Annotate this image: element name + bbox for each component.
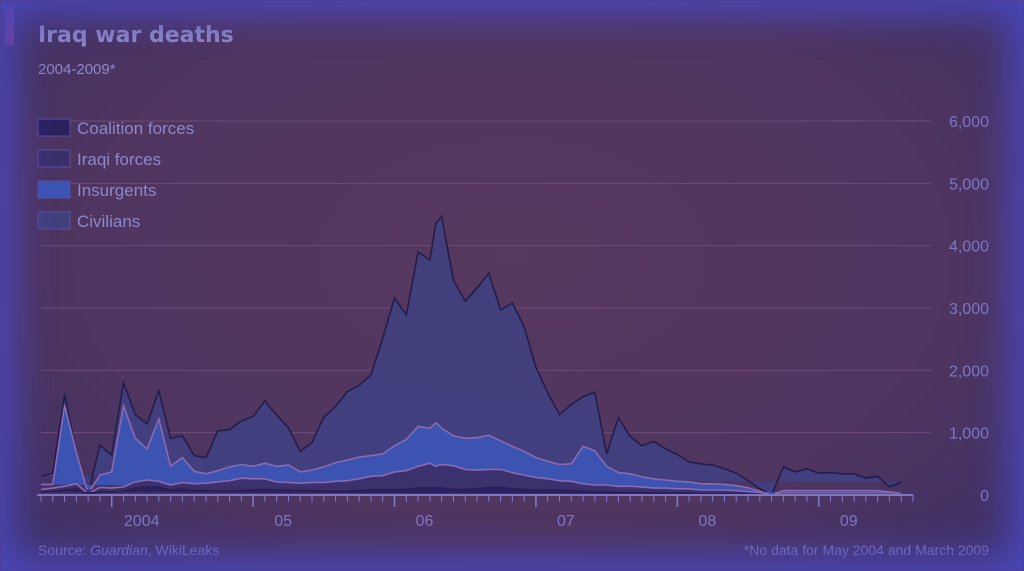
- y-tick-label: 1,000: [949, 426, 989, 443]
- area-iraqi-forces: [41, 463, 902, 495]
- y-tick-label: 2,000: [949, 363, 989, 380]
- legend-swatch: [37, 211, 71, 230]
- legend: Coalition forces Iraqi forces Insurgents Ci…: [37, 118, 194, 231]
- legend-swatch: [37, 118, 71, 137]
- legend-label: Iraqi forces: [77, 150, 161, 169]
- x-tick-label: 09: [840, 513, 858, 530]
- legend-label: Insurgents: [77, 181, 156, 200]
- x-tick-label: 08: [698, 513, 716, 530]
- legend-swatch: [37, 149, 71, 168]
- legend-label: Coalition forces: [77, 119, 194, 138]
- stacked-areas: [40, 214, 902, 497]
- x-axis: 2004 05 06 07 08 09: [37, 494, 914, 530]
- legend-swatch: [37, 180, 71, 199]
- y-axis: 0 1,000 2,000 3,000 4,000 5,000 6,000: [949, 114, 989, 505]
- line-civilians: [40, 214, 902, 497]
- source-prefix: Source:: [38, 542, 91, 558]
- line-insurgents: [41, 402, 902, 496]
- source-publication: Guardian: [90, 542, 148, 558]
- area-civilians: [41, 216, 902, 495]
- accent-bar: [5, 7, 14, 45]
- line-iraqi-forces: [40, 462, 902, 496]
- chart-title: Iraq war deaths: [38, 23, 234, 48]
- chart-subtitle: 2004-2009*: [38, 61, 116, 78]
- y-tick-label: 6,000: [949, 114, 989, 131]
- x-tick-label: 05: [274, 513, 292, 530]
- y-tick-label: 3,000: [949, 301, 989, 318]
- x-tick-label: 06: [416, 513, 434, 530]
- legend-label: Civilians: [77, 212, 140, 231]
- x-tick-label: 07: [557, 513, 575, 530]
- y-tick-label: 5,000: [949, 176, 989, 193]
- y-tick-label: 0: [980, 488, 989, 505]
- footnote: *No data for May 2004 and March 2009: [743, 542, 989, 558]
- y-tick-label: 4,000: [949, 239, 989, 256]
- area-coalition-forces: [41, 486, 902, 495]
- area-insurgents: [41, 405, 902, 495]
- source-suffix: , WikiLeaks: [147, 542, 220, 558]
- source-note: Source: Guardian, WikiLeaks: [38, 542, 219, 558]
- x-tick-label: 2004: [124, 513, 160, 530]
